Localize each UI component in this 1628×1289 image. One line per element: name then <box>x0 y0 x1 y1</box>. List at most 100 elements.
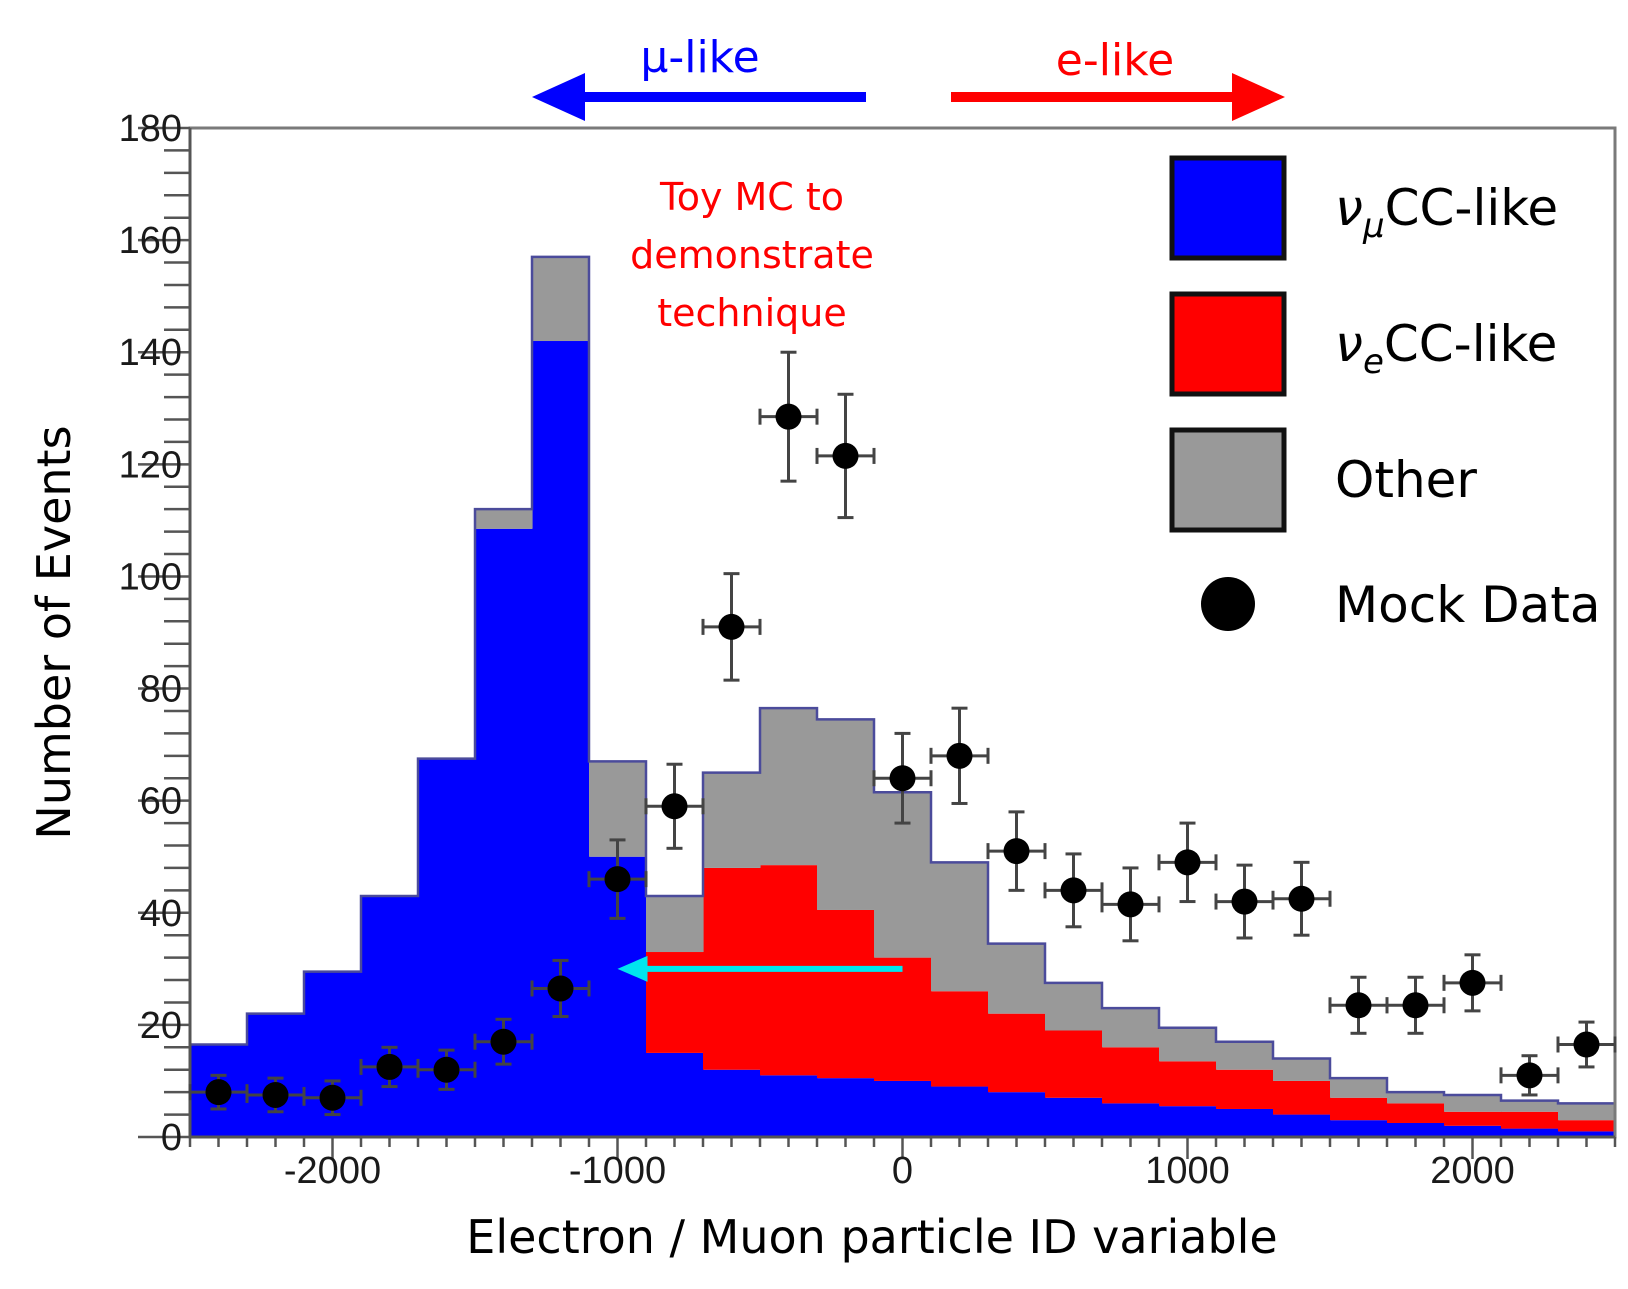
data-point-group-21 <box>1385 975 1446 1035</box>
data-point <box>1174 849 1201 876</box>
bar-other-10 <box>760 708 818 866</box>
data-point <box>319 1084 346 1111</box>
e-like-arrow-head <box>1232 73 1285 121</box>
x-tick-label: -1000 <box>569 1150 666 1192</box>
bar-e-cc-like-18 <box>1216 1069 1274 1109</box>
data-point-group-20 <box>1328 975 1389 1035</box>
bar-cc-like-12 <box>874 1080 932 1137</box>
legend-swatch-1 <box>1169 291 1287 397</box>
mu-like-label: μ-like <box>640 32 759 83</box>
bar-other-23 <box>1501 1100 1559 1112</box>
x-tick-label: 0 <box>892 1150 913 1192</box>
y-tick-label: 100 <box>119 556 182 598</box>
bar-other-24 <box>1558 1103 1616 1121</box>
bar-cc-like-9 <box>703 1069 761 1137</box>
bar-cc-like-16 <box>1102 1103 1160 1137</box>
data-point-group-14 <box>986 810 1047 892</box>
legend-label-main: ν <box>1335 315 1363 373</box>
bar-cc-like-24 <box>1558 1131 1616 1137</box>
bar-other-16 <box>1102 1008 1160 1048</box>
bar-e-cc-like-17 <box>1159 1061 1217 1107</box>
legend-label-rest: CC-like <box>1384 315 1558 373</box>
bar-e-cc-like-13 <box>931 991 989 1087</box>
bar-other-15 <box>1045 982 1103 1031</box>
data-point-group-7 <box>587 838 648 920</box>
y-axis-title: Number of Events <box>27 425 81 839</box>
annotations: μ-like e-like Toy MC to demonstrate techniqu… <box>532 32 1285 982</box>
bar-other-5 <box>475 509 533 529</box>
data-point-group-11 <box>815 392 876 520</box>
data-point <box>1573 1031 1600 1058</box>
bar-cc-like-11 <box>817 1078 875 1137</box>
bar-other-19 <box>1273 1058 1331 1081</box>
axes: 0 20 40 60 80 100 120 140 160 180 -2000 -1000 0 1000 2… <box>27 108 1617 1264</box>
bar-other-13 <box>931 862 989 992</box>
bar-e-cc-like-21 <box>1387 1103 1445 1123</box>
x-tick-label: 2000 <box>1430 1150 1515 1192</box>
bar-cc-like-20 <box>1330 1120 1388 1137</box>
y-tick-label: 80 <box>140 669 182 711</box>
data-point <box>1288 885 1315 912</box>
bar-other-22 <box>1444 1094 1502 1112</box>
data-point <box>262 1081 289 1108</box>
bar-cc-like-8 <box>646 1052 704 1137</box>
bar-cc-like-23 <box>1501 1128 1559 1137</box>
bar-cc-like-18 <box>1216 1108 1274 1137</box>
y-tick-label: 40 <box>140 893 182 935</box>
data-point <box>946 742 973 769</box>
legend-swatch-0 <box>1169 155 1287 261</box>
bar-e-cc-like-15 <box>1045 1030 1103 1098</box>
bar-cc-like-1 <box>247 1013 305 1137</box>
bar-other-6 <box>532 256 590 342</box>
cut-arrow-head <box>617 955 648 982</box>
bar-other-18 <box>1216 1041 1274 1070</box>
x-tick-label: 1000 <box>1145 1150 1230 1192</box>
data-point-group-8 <box>644 762 705 850</box>
data-point <box>661 793 688 820</box>
data-point <box>1060 877 1087 904</box>
y-tick-label: 180 <box>119 108 182 150</box>
bar-cc-like-22 <box>1444 1125 1502 1137</box>
mock-data-points <box>188 350 1617 1117</box>
bar-other-20 <box>1330 1078 1388 1098</box>
bar-e-cc-like-24 <box>1558 1120 1616 1132</box>
legend-label-sub: e <box>1363 342 1384 382</box>
bar-other-11 <box>817 719 875 910</box>
bar-cc-like-19 <box>1273 1114 1331 1137</box>
data-point-group-23 <box>1499 1054 1560 1097</box>
data-point <box>604 866 631 893</box>
data-point <box>1345 992 1372 1019</box>
data-point <box>889 765 916 792</box>
bar-e-cc-like-19 <box>1273 1080 1331 1115</box>
x-axis-title: Electron / Muon particle ID variable <box>466 1210 1277 1264</box>
e-like-label: e-like <box>1056 35 1174 86</box>
data-point <box>1003 838 1030 865</box>
bar-cc-like-17 <box>1159 1106 1217 1137</box>
data-point <box>433 1056 460 1083</box>
y-tick-label: 160 <box>119 220 182 262</box>
legend-label-main: Other <box>1335 451 1477 509</box>
data-point-group-5 <box>473 1017 534 1066</box>
y-tick-label: 140 <box>119 332 182 374</box>
data-point-group-6 <box>530 958 591 1018</box>
bar-e-cc-like-11 <box>817 909 875 1079</box>
data-point-group-12 <box>872 731 933 825</box>
data-point-group-22 <box>1442 953 1503 1013</box>
data-point <box>205 1079 232 1106</box>
legend-swatch-2 <box>1169 427 1287 533</box>
legend-label-0: νμCC-like <box>1335 179 1558 246</box>
bar-cc-like-14 <box>988 1092 1046 1137</box>
data-point <box>832 442 859 469</box>
data-point-group-24 <box>1556 1020 1617 1069</box>
histogram-outline <box>188 255 1615 1137</box>
y-tick-label: 120 <box>119 444 182 486</box>
data-point-group-10 <box>758 350 819 483</box>
bar-e-cc-like-23 <box>1501 1111 1559 1129</box>
data-point-group-16 <box>1100 866 1161 943</box>
bar-e-cc-like-22 <box>1444 1111 1502 1126</box>
note-line-2: technique <box>657 291 846 335</box>
bar-other-17 <box>1159 1027 1217 1062</box>
bar-other-14 <box>988 943 1046 1014</box>
